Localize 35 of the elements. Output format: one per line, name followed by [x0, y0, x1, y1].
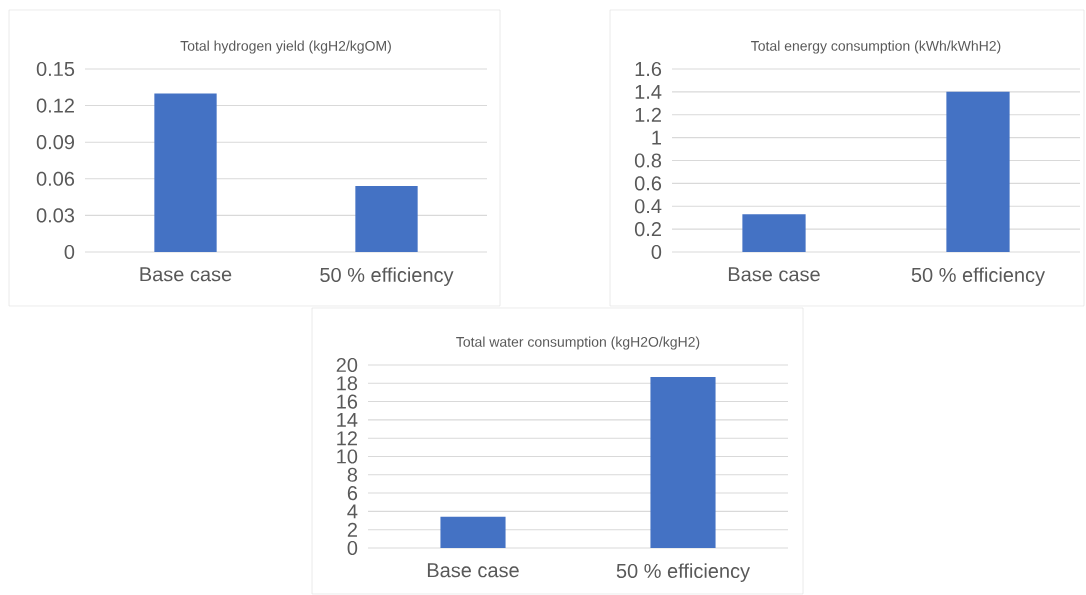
y-tick-label: 6	[347, 486, 358, 501]
y-tick-label: 12	[337, 431, 357, 446]
y-tick-label: 1.4	[635, 84, 662, 99]
y-tick-label: 0.6	[634, 176, 662, 191]
y-tick-label: 4	[347, 504, 358, 519]
y-tick-label: 18	[337, 376, 358, 391]
y-tick-label: 10	[337, 449, 358, 464]
y-tick-label: 1.2	[635, 107, 661, 122]
y-tick-label: 0.03	[36, 208, 75, 223]
y-tick-label: 20	[336, 357, 358, 373]
y-tick-label: 0.09	[36, 135, 74, 150]
y-tick-label: 0.2	[634, 222, 661, 237]
chart-title: Total water consumption (kgH2O/kgH2)	[456, 336, 700, 350]
x-tick-label: 50 % efficiency	[911, 267, 1046, 286]
y-tick-label: 14	[337, 413, 358, 427]
x-tick-label: 50 % efficiency	[616, 563, 751, 582]
x-tick-label: 50 % efficiency	[320, 267, 454, 286]
y-tick-label: 0.06	[36, 171, 75, 186]
y-tick-label: 1.6	[635, 61, 662, 77]
y-tick-label: 0	[64, 244, 75, 260]
x-tick-label: Base case	[427, 563, 519, 578]
y-tick-label: 0	[347, 540, 358, 556]
y-tick-label: 2	[347, 522, 357, 537]
x-tick-label: Base case	[728, 267, 820, 282]
y-tick-label: 0.12	[36, 98, 74, 113]
chart-title: Total hydrogen yield (kgH2/kgOM)	[180, 40, 391, 54]
y-tick-label: 0.8	[634, 153, 662, 168]
y-tick-label: 0.4	[634, 199, 662, 214]
y-tick-label: 1	[652, 130, 661, 145]
y-tick-label: 0.15	[36, 61, 75, 77]
y-tick-label: 0	[651, 244, 662, 260]
y-tick-label: 16	[337, 394, 358, 409]
chart-title: Total energy consumption (kWh/kWhH2)	[751, 40, 1001, 54]
x-tick-label: Base case	[140, 267, 232, 282]
y-tick-label: 8	[347, 467, 358, 482]
